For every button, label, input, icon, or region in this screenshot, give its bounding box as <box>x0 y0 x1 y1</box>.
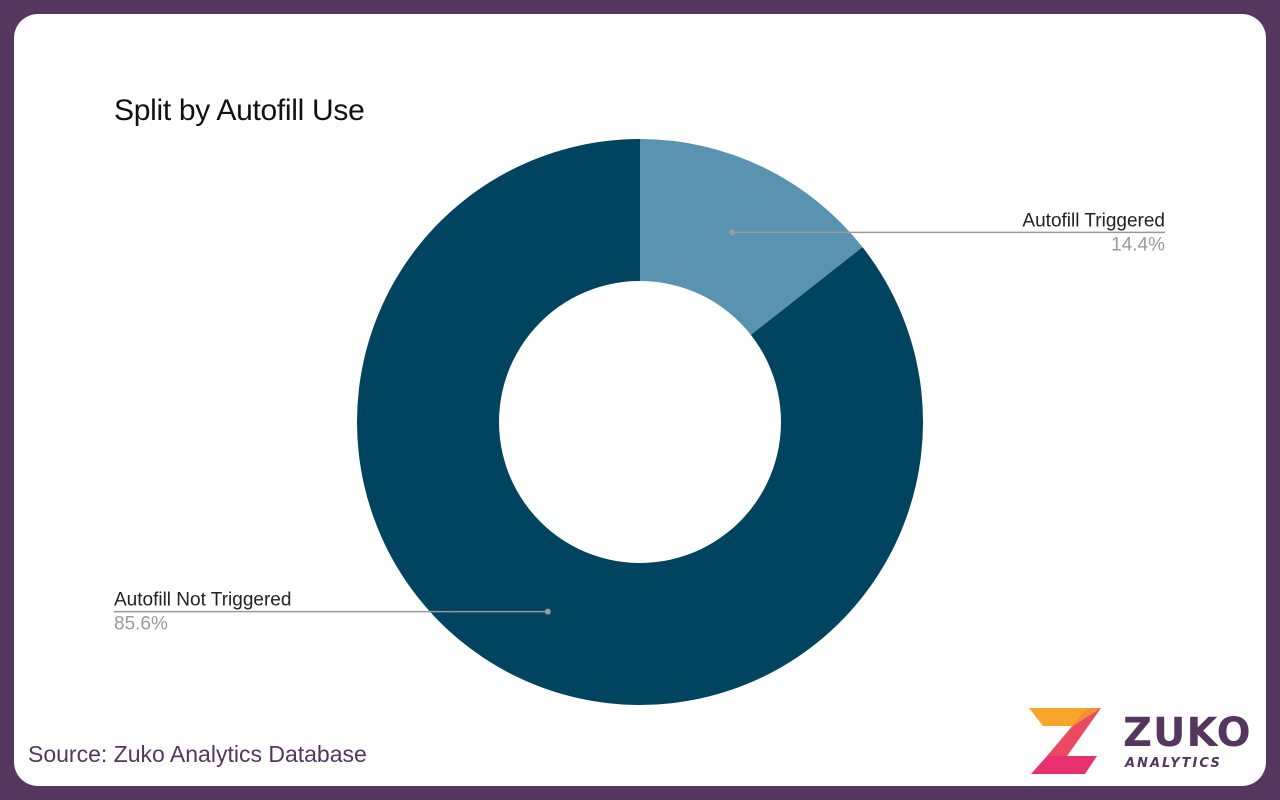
chart-title: Split by Autofill Use <box>114 94 365 127</box>
slice-label-2: Autofill Not Triggered <box>114 590 291 611</box>
donut-chart: Autofill Triggered 14.4% Autofill Not Trig… <box>114 139 1165 705</box>
logo-tagline: ANALYTICS <box>1125 756 1222 771</box>
slice-value-label-1: 14.4% <box>1111 234 1165 255</box>
zuko-logo: ZUKO ANALYTICS <box>1027 706 1252 776</box>
source-note: Source: Zuko Analytics Database <box>28 741 367 767</box>
chart-card: Split by Autofill Use Autofill Triggered… <box>14 14 1266 786</box>
zuko-logo-mark-icon <box>1029 708 1101 774</box>
slice-label-1: Autofill Triggered <box>1022 210 1165 231</box>
donut-slice-2 <box>357 139 924 705</box>
slice-value-label-2: 85.6% <box>114 614 168 635</box>
donut-slice-1 <box>640 139 863 335</box>
logo-wordmark: ZUKO <box>1123 710 1252 756</box>
